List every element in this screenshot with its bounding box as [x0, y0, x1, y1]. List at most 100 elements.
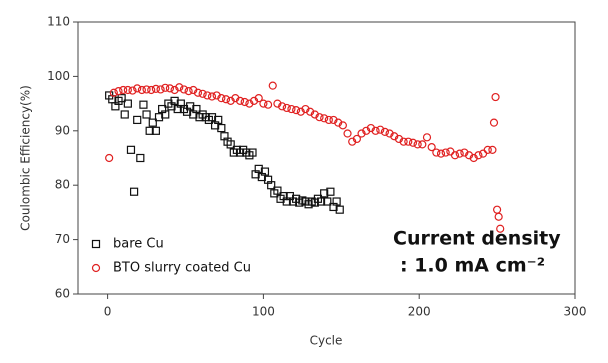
- marker: [310, 110, 319, 119]
- marker: [404, 137, 413, 146]
- marker: [332, 197, 341, 206]
- marker: [231, 94, 240, 103]
- marker: [432, 148, 441, 157]
- marker: [186, 102, 195, 111]
- marker: [446, 147, 455, 156]
- x-tick-label: 200: [408, 305, 431, 319]
- marker: [207, 113, 217, 122]
- marker: [147, 85, 156, 95]
- marker: [366, 123, 376, 133]
- marker: [259, 99, 268, 108]
- y-tick-label: 80: [55, 178, 70, 192]
- marker: [123, 99, 132, 108]
- marker: [263, 100, 273, 109]
- marker: [320, 189, 329, 198]
- marker: [254, 164, 263, 173]
- marker: [296, 107, 305, 116]
- marker: [136, 153, 145, 163]
- marker: [450, 151, 460, 160]
- marker: [357, 129, 366, 138]
- marker: [165, 84, 175, 93]
- marker: [282, 103, 291, 113]
- annotation: Current density: [393, 228, 561, 250]
- marker: [114, 86, 123, 96]
- marker: [226, 96, 235, 105]
- marker: [329, 115, 338, 125]
- marker: [316, 197, 326, 206]
- marker: [352, 134, 361, 144]
- marker: [418, 140, 427, 149]
- marker: [338, 121, 347, 130]
- marker: [109, 88, 118, 97]
- legend-label: BTO slurry coated Cu: [113, 261, 251, 276]
- marker: [385, 129, 394, 138]
- marker: [145, 126, 154, 135]
- marker: [203, 91, 212, 100]
- marker: [170, 96, 179, 105]
- marker: [161, 110, 170, 119]
- marker: [436, 149, 446, 158]
- marker: [478, 149, 488, 158]
- marker: [474, 151, 483, 160]
- marker: [117, 94, 126, 103]
- y-tick-label: 60: [55, 287, 70, 301]
- marker: [260, 167, 270, 176]
- marker: [184, 86, 193, 96]
- marker: [483, 145, 492, 154]
- legend-label: bare Cu: [113, 237, 164, 252]
- marker: [489, 118, 499, 127]
- marker: [142, 110, 151, 119]
- marker: [277, 102, 287, 111]
- marker: [273, 186, 282, 195]
- marker: [126, 145, 136, 154]
- marker: [455, 149, 464, 158]
- x-tick-label: 300: [564, 305, 587, 319]
- marker: [413, 140, 422, 149]
- marker: [245, 99, 254, 108]
- marker: [133, 84, 142, 93]
- marker: [460, 148, 469, 157]
- marker: [198, 89, 207, 98]
- marker: [120, 110, 129, 119]
- marker: [326, 187, 335, 196]
- marker: [427, 143, 436, 152]
- marker: [128, 86, 137, 95]
- marker: [207, 92, 217, 101]
- marker: [496, 224, 505, 233]
- marker: [273, 99, 282, 108]
- x-tick-label: 0: [104, 305, 112, 319]
- legend-marker: [91, 263, 101, 273]
- marker: [170, 85, 179, 95]
- marker: [151, 84, 160, 94]
- marker: [240, 97, 249, 107]
- marker: [268, 81, 277, 90]
- marker: [217, 123, 226, 133]
- marker: [179, 85, 189, 94]
- marker: [315, 113, 324, 122]
- marker: [105, 153, 114, 163]
- y-tick-label: 110: [47, 15, 70, 29]
- marker: [371, 126, 380, 135]
- marker: [335, 205, 344, 214]
- marker: [226, 140, 235, 149]
- marker: [235, 96, 245, 105]
- marker: [292, 106, 301, 115]
- marker: [464, 151, 474, 160]
- marker: [343, 129, 352, 138]
- marker: [151, 126, 160, 135]
- marker: [287, 104, 296, 114]
- marker: [301, 104, 310, 114]
- marker: [192, 104, 201, 114]
- y-tick-label: 90: [55, 123, 70, 137]
- marker: [154, 113, 164, 122]
- marker: [148, 118, 157, 127]
- marker: [493, 205, 502, 214]
- marker: [254, 94, 263, 103]
- marker: [408, 138, 418, 147]
- marker: [399, 137, 408, 146]
- marker: [306, 107, 315, 116]
- marker: [422, 133, 432, 142]
- marker: [390, 132, 399, 141]
- x-tick-label: 100: [252, 305, 275, 319]
